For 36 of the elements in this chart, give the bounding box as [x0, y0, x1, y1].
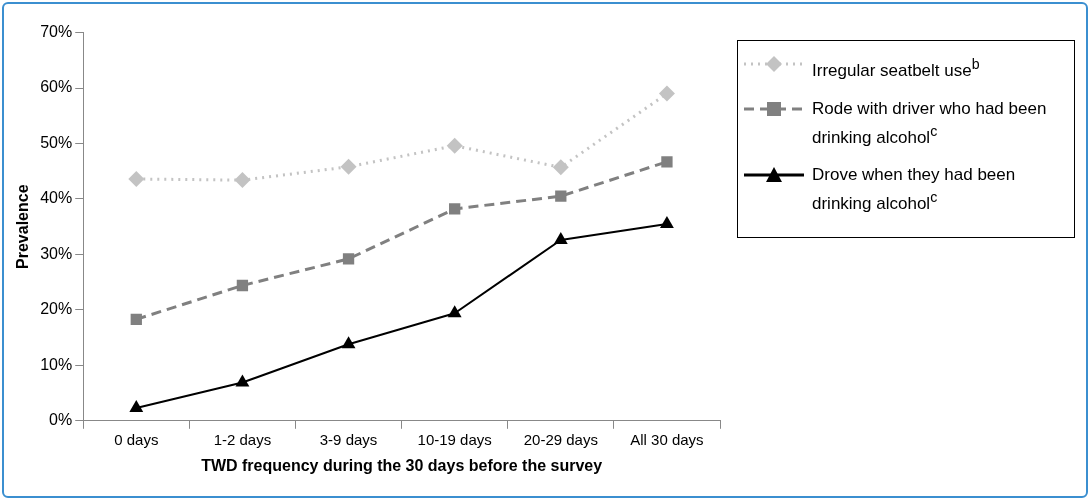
- legend-label: Irregular seatbelt use$^{b}$: [812, 55, 980, 82]
- x-axis-title: TWD frequency during the 30 days before the survey: [201, 456, 603, 474]
- x-tick-label: 3-9 days: [319, 430, 378, 448]
- y-tick-label: 10%: [40, 355, 73, 373]
- x-tick-label: 1-2 days: [213, 430, 272, 448]
- point: [341, 336, 356, 349]
- point: [340, 158, 357, 175]
- point: [130, 313, 142, 325]
- point: [449, 203, 461, 215]
- x-tick-label: 10-19 days: [417, 430, 492, 448]
- x-tick-label: 20-29 days: [523, 430, 598, 448]
- legend-label: Drove when they had been drinking alcohol$^{c}$: [812, 164, 1017, 215]
- point: [234, 172, 251, 189]
- y-tick-label: 40%: [40, 189, 73, 207]
- y-tick-label: 30%: [40, 244, 73, 262]
- point: [235, 374, 250, 387]
- legend-label: Rode with driver who had been drinking alcohol$^{c}$: [812, 97, 1048, 149]
- point: [128, 171, 145, 188]
- point: [661, 156, 673, 168]
- point: [552, 159, 569, 176]
- y-axis-title: Prevalence: [14, 184, 32, 269]
- point: [446, 137, 463, 154]
- x-tick-label: 0 days: [114, 430, 159, 448]
- y-tick-label: 20%: [40, 300, 73, 318]
- point: [236, 279, 249, 292]
- y-tick-label: 60%: [40, 78, 73, 96]
- x-tick-label: All 30 days: [630, 430, 704, 448]
- point: [342, 253, 355, 265]
- y-tick-label: 0%: [49, 411, 73, 429]
- point: [129, 400, 144, 413]
- y-tick-label: 50%: [40, 133, 73, 151]
- point: [658, 85, 675, 102]
- point: [553, 232, 568, 245]
- point: [447, 305, 462, 318]
- point: [555, 190, 567, 202]
- y-tick-label: 70%: [40, 23, 73, 41]
